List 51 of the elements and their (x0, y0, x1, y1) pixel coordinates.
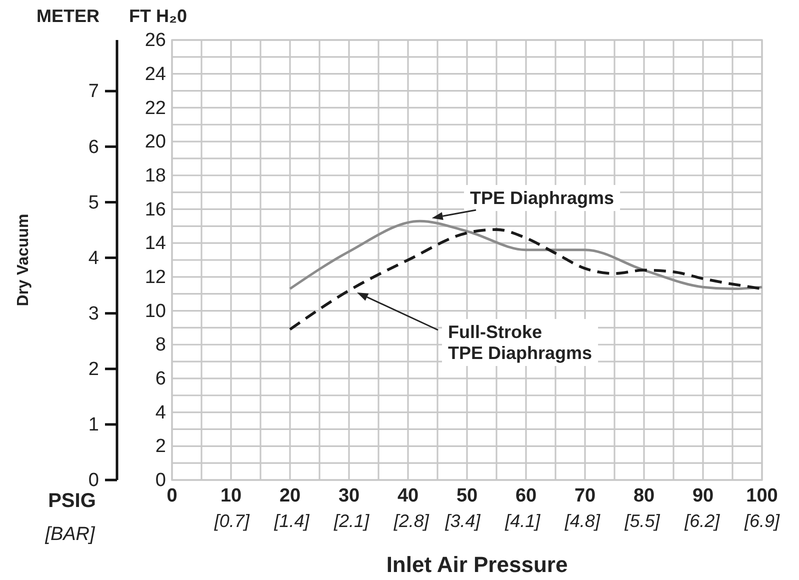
x2-tick-label: [3.4] (444, 510, 482, 531)
y-axis-title: FT H₂0 (129, 6, 187, 26)
y2-tick-label: 6 (88, 136, 99, 158)
x2-tick-label: [4.1] (504, 510, 542, 531)
x-tick-label: 20 (279, 485, 301, 506)
y-tick-label: 10 (144, 300, 166, 322)
y-tick-label: 2 (155, 436, 166, 458)
y-tick-label: 24 (144, 64, 166, 85)
x-tick-label: 70 (574, 485, 596, 506)
text: PSIG (48, 490, 96, 512)
x2-tick-label: [6.2] (684, 510, 721, 531)
y-tick-label: 12 (144, 267, 166, 288)
text: Dry Vacuum (15, 214, 32, 306)
x2-tick-label: [5.5] (624, 510, 661, 531)
y-tick-label: 4 (155, 402, 166, 424)
x2-tick-label: [6.9] (743, 510, 781, 531)
x-tick-label: 100 (746, 485, 778, 506)
y-tick-label: 14 (144, 233, 166, 254)
x2-tick-label: [2.1] (333, 510, 370, 531)
y-tick-label: 8 (155, 334, 166, 356)
series-label: TPE Diaphragms (470, 188, 614, 208)
y2-tick-label: 5 (88, 192, 99, 214)
line-series (288, 220, 764, 290)
x2-axis-title: [BAR] (44, 524, 96, 545)
x2-tick-label: [2.8] (392, 510, 430, 531)
y-tick-label: 16 (144, 199, 166, 220)
x-tick-label: 40 (397, 485, 419, 506)
x-tick-label: 80 (633, 485, 655, 506)
x-tick-label: 30 (338, 485, 360, 506)
x-tick-label: 10 (220, 485, 242, 506)
y2-tick-label: 7 (88, 81, 99, 102)
x-tick-label: 90 (692, 485, 714, 506)
y-tick-label: 6 (155, 368, 166, 390)
text: Full-Stroke TPE Diaphragms (448, 322, 592, 363)
y2-tick-label: 3 (88, 303, 99, 324)
y-tick-label: 26 (144, 30, 166, 52)
y-tick-label: 0 (155, 470, 166, 492)
y2-tick-label: 0 (88, 470, 99, 492)
x2-tick-label: [4.8] (564, 510, 601, 531)
x2-tick-label: [0.7] (213, 510, 250, 531)
y2-tick-label: 2 (88, 358, 99, 380)
y-tick-label: 18 (144, 165, 166, 186)
y2-axis-title: METER (36, 6, 100, 26)
y-tick-label: 22 (144, 98, 166, 119)
y2-tick-label: 1 (88, 414, 99, 436)
x-tick-label: 50 (456, 485, 478, 506)
x-tick-label: 60 (515, 485, 537, 506)
x-axis-title: Inlet Air Pressure (386, 552, 568, 577)
x2-tick-label: [1.4] (273, 510, 310, 531)
y2-tick-label: 4 (88, 248, 100, 269)
y-tick-label: 20 (144, 132, 166, 153)
